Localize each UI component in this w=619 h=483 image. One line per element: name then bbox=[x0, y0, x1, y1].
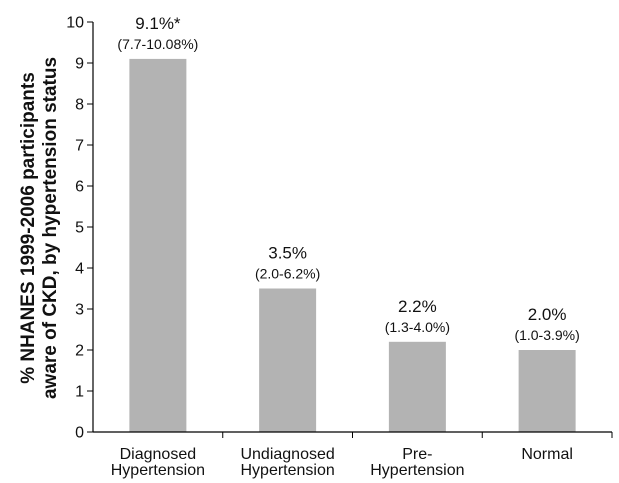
bar bbox=[129, 58, 187, 433]
data-label-ci: (7.7-10.08%) bbox=[117, 36, 198, 52]
x-tick-label: Pre- bbox=[402, 446, 432, 463]
data-label-value: 3.5% bbox=[268, 244, 307, 263]
x-tick-label: Hypertension bbox=[240, 462, 334, 479]
y-axis-label: % NHANES 1999-2006 participants aware of… bbox=[18, 57, 61, 399]
y-tick-label: 9 bbox=[75, 56, 84, 73]
y-tick-label: 2 bbox=[75, 343, 84, 360]
data-label-ci: (1.3-4.0%) bbox=[385, 319, 450, 335]
data-labels: 9.1%* (7.7-10.08%) 3.5% (2.0-6.2%) 2.2% (1.3-… bbox=[117, 14, 579, 343]
y-tick-label: 7 bbox=[75, 138, 84, 155]
bars bbox=[129, 58, 576, 433]
data-label-ci: (1.0-3.9%) bbox=[514, 327, 579, 343]
x-axis: DiagnosedHypertensionUndiagnosedHyperten… bbox=[93, 431, 613, 479]
data-label-ci: (2.0-6.2%) bbox=[255, 266, 320, 282]
y-tick-label: 5 bbox=[75, 220, 84, 237]
y-axis: 0 1 2 3 4 5 6 7 8 9 10 bbox=[66, 15, 94, 442]
data-label-value: 2.0% bbox=[528, 305, 567, 324]
y-tick-label: 0 bbox=[75, 425, 84, 442]
data-label-value: 9.1%* bbox=[135, 14, 181, 33]
x-tick-label: Hypertension bbox=[111, 462, 205, 479]
data-label-value: 2.2% bbox=[398, 297, 437, 316]
y-tick-label: 1 bbox=[75, 384, 84, 401]
y-tick-label: 8 bbox=[75, 97, 84, 114]
y-tick-label: 3 bbox=[75, 302, 84, 319]
bar bbox=[518, 350, 576, 432]
y-tick-label: 6 bbox=[75, 179, 84, 196]
x-tick-label: Hypertension bbox=[370, 462, 464, 479]
y-tick-label: 10 bbox=[66, 15, 84, 32]
bar bbox=[259, 288, 317, 432]
y-tick-label: 4 bbox=[75, 261, 84, 278]
bar bbox=[388, 341, 446, 432]
x-tick-label: Undiagnosed bbox=[240, 446, 334, 463]
y-axis-label-line-2: aware of CKD, by hypertension status bbox=[40, 57, 61, 399]
x-tick-label: Diagnosed bbox=[120, 446, 197, 463]
x-tick-label: Normal bbox=[521, 446, 573, 463]
y-axis-label-line-1: % NHANES 1999-2006 participants bbox=[18, 72, 39, 384]
